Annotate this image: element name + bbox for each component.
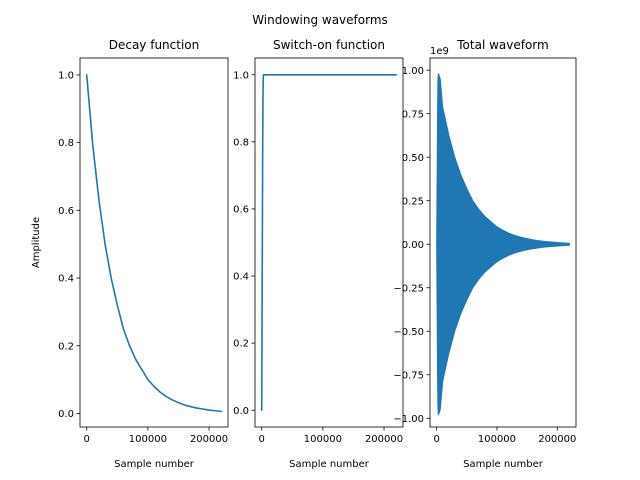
axis-offset-text: 1e9 bbox=[430, 46, 449, 57]
x-tick-label: 0 bbox=[84, 434, 90, 445]
subplots: 0 100000 200000 0.0 0.2 0.4 0.6 0.8 1.0 Decay fun… bbox=[31, 38, 577, 470]
y-tick-label: 0.0 bbox=[233, 406, 249, 417]
y-tick-label: −0.75 bbox=[393, 370, 424, 381]
x-tick-label: 0 bbox=[433, 434, 439, 445]
x-axis-label: Sample number bbox=[463, 459, 544, 470]
y-axis-label: Amplitude bbox=[31, 217, 42, 268]
axes-frame bbox=[79, 57, 229, 428]
y-tick-label: −0.50 bbox=[393, 327, 424, 338]
y-tick-label: 0.2 bbox=[233, 339, 249, 350]
x-axis-label: Sample number bbox=[114, 459, 195, 470]
y-tick-label: 0.00 bbox=[402, 240, 424, 251]
y-tick-label: −1.00 bbox=[393, 414, 424, 425]
x-tick-label: 200000 bbox=[190, 434, 228, 445]
x-tick-label: 100000 bbox=[304, 434, 342, 445]
subplot-3: 0 100000 200000 −1.00 −0.75 −0.50 −0.25 0.00 0.2… bbox=[393, 38, 577, 470]
series-line bbox=[260, 73, 398, 412]
figure-suptitle: Windowing waveforms bbox=[252, 13, 388, 27]
y-tick-label: 0.2 bbox=[58, 341, 74, 352]
axes-frame bbox=[429, 57, 577, 428]
y-tick-label: 0.6 bbox=[58, 206, 74, 217]
y-tick-label: 1.0 bbox=[58, 71, 74, 82]
y-tick-label: 0.25 bbox=[402, 196, 424, 207]
waveform-fill bbox=[436, 73, 570, 416]
y-tick-label: 0.6 bbox=[233, 205, 249, 216]
y-tick-label: 0.0 bbox=[58, 409, 74, 420]
axes-frame bbox=[254, 57, 404, 428]
y-tick-label: 0.4 bbox=[233, 272, 249, 283]
subplot-title: Decay function bbox=[109, 38, 200, 52]
y-tick-label: 0.50 bbox=[402, 153, 424, 164]
series-line bbox=[85, 74, 223, 413]
x-tick-label: 0 bbox=[259, 434, 265, 445]
y-tick-label: −0.25 bbox=[393, 283, 424, 294]
x-axis-label: Sample number bbox=[289, 459, 370, 470]
y-tick-label: 0.4 bbox=[58, 274, 74, 285]
y-tick-label: 1.00 bbox=[402, 66, 424, 77]
x-tick-label: 200000 bbox=[538, 434, 576, 445]
x-tick-label: 100000 bbox=[129, 434, 167, 445]
x-tick-label: 100000 bbox=[478, 434, 516, 445]
subplot-1: 0 100000 200000 0.0 0.2 0.4 0.6 0.8 1.0 Decay fun… bbox=[31, 38, 229, 470]
y-tick-label: 0.75 bbox=[402, 109, 424, 120]
x-tick-label: 200000 bbox=[365, 434, 403, 445]
y-tick-label: 1.0 bbox=[233, 70, 249, 81]
subplot-2: 0 100000 200000 0.0 0.2 0.4 0.6 0.8 1.0 Switch-on… bbox=[233, 38, 404, 470]
y-tick-label: 0.8 bbox=[58, 138, 74, 149]
y-tick-label: 0.8 bbox=[233, 137, 249, 148]
subplot-title: Switch-on function bbox=[273, 38, 385, 52]
subplot-title: Total waveform bbox=[456, 38, 548, 52]
